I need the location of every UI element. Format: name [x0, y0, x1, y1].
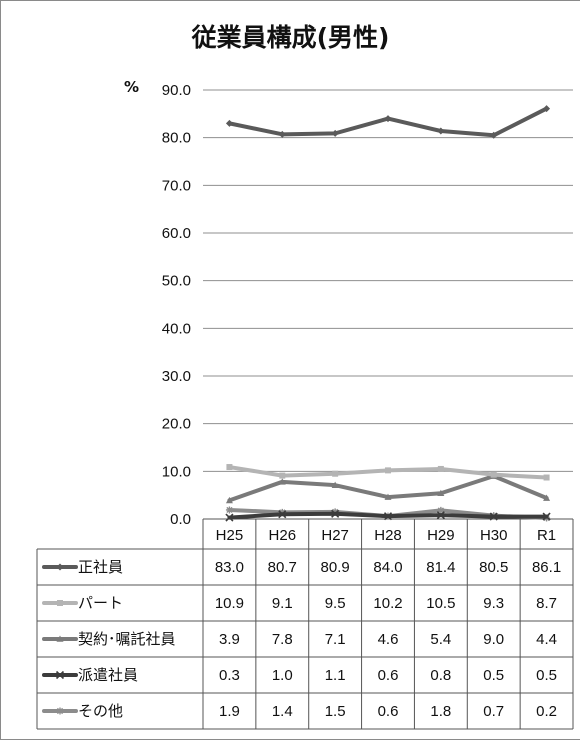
- legend-key-marker-seishain: [56, 563, 64, 571]
- data-label-part-3: 10.2: [373, 595, 402, 612]
- data-label-part-5: 9.3: [483, 595, 504, 612]
- series-name-part: パート: [78, 594, 123, 612]
- series-point-sonota-0: [225, 506, 233, 514]
- series-name-haken: 派遣社員: [78, 666, 138, 684]
- data-label-keiyaku-6: 4.4: [536, 631, 557, 648]
- data-label-haken-3: 0.6: [378, 667, 399, 684]
- data-label-seishain-3: 84.0: [373, 559, 402, 576]
- category-label-h25: H25: [216, 527, 244, 544]
- series-point-keiyaku-2: [331, 481, 339, 488]
- data-label-seishain-1: 80.7: [268, 559, 297, 576]
- series-point-part-1: [279, 472, 286, 479]
- y-tick-label-1: 10.0: [162, 463, 191, 480]
- series-point-seishain-2: [331, 129, 339, 137]
- data-label-part-2: 9.5: [325, 595, 346, 612]
- data-label-haken-4: 0.8: [430, 667, 451, 684]
- series-point-part-2: [332, 470, 339, 477]
- series-point-part-3: [385, 467, 391, 474]
- series-point-haken-3: [383, 512, 393, 521]
- series-point-seishain-0: [225, 119, 233, 127]
- data-label-sonota-6: 0.2: [536, 703, 557, 720]
- data-label-seishain-4: 81.4: [426, 559, 455, 576]
- y-axis-unit-label: %: [124, 78, 140, 96]
- category-label-h30: H30: [480, 527, 508, 544]
- data-label-keiyaku-2: 7.1: [325, 631, 346, 648]
- legend-key-marker-sonota: [56, 707, 64, 715]
- series-point-seishain-1: [278, 130, 286, 138]
- series-point-seishain-5: [490, 131, 498, 139]
- series-point-keiyaku-4: [437, 489, 445, 497]
- series-point-keiyaku-1: [278, 478, 286, 485]
- y-tick-label-3: 30.0: [162, 368, 191, 385]
- data-label-sonota-2: 1.5: [325, 703, 346, 720]
- chart-title: 従業員構成(男性): [191, 23, 390, 52]
- series-point-seishain-6: [543, 105, 551, 113]
- data-label-sonota-4: 1.8: [430, 703, 451, 720]
- series-point-seishain-3: [384, 115, 392, 123]
- legend-key-marker-haken: [55, 670, 65, 680]
- data-label-haken-6: 0.5: [536, 667, 557, 684]
- series-point-part-6: [543, 474, 550, 481]
- data-label-sonota-5: 0.7: [483, 703, 504, 720]
- data-label-seishain-2: 80.9: [321, 559, 350, 576]
- data-label-haken-2: 1.1: [325, 667, 346, 684]
- category-label-h27: H27: [321, 527, 349, 544]
- series-point-haken-4: [436, 511, 445, 520]
- series-point-part-5: [490, 471, 497, 478]
- y-tick-label-6: 60.0: [162, 225, 191, 242]
- data-label-keiyaku-3: 4.6: [378, 631, 399, 648]
- data-label-haken-1: 1.0: [272, 667, 293, 684]
- data-label-part-6: 8.7: [536, 595, 557, 612]
- y-tick-label-9: 90.0: [162, 82, 191, 99]
- series-point-keiyaku-0: [225, 496, 233, 504]
- series-name-keiyaku: 契約･嘱託社員: [78, 630, 176, 648]
- category-label-h26: H26: [269, 527, 297, 544]
- series-name-seishain: 正社員: [78, 558, 123, 576]
- series-point-haken-2: [331, 509, 340, 518]
- y-tick-label-4: 40.0: [162, 320, 191, 337]
- series-point-haken-5: [489, 512, 498, 521]
- series-point-sonota-4: [437, 506, 445, 514]
- series-point-haken-0: [225, 513, 234, 522]
- series-point-keiyaku-3: [384, 493, 392, 500]
- data-label-seishain-0: 83.0: [215, 559, 244, 576]
- data-label-keiyaku-1: 7.8: [272, 631, 293, 648]
- data-label-sonota-1: 1.4: [272, 703, 293, 720]
- data-label-keiyaku-0: 3.9: [219, 631, 240, 648]
- data-label-sonota-3: 0.6: [378, 703, 399, 720]
- category-label-h29: H29: [427, 527, 455, 544]
- data-label-sonota-0: 1.9: [219, 703, 240, 720]
- y-tick-label-7: 70.0: [162, 177, 191, 194]
- category-label-r1: R1: [537, 527, 556, 544]
- category-label-h28: H28: [374, 527, 402, 544]
- y-tick-label-0: 0.0: [170, 511, 191, 528]
- y-tick-label-2: 20.0: [162, 416, 191, 433]
- series-point-seishain-4: [437, 127, 445, 135]
- data-label-part-1: 9.1: [272, 595, 293, 612]
- series-point-part-0: [226, 464, 233, 471]
- data-label-haken-0: 0.3: [219, 667, 240, 684]
- data-label-haken-5: 0.5: [483, 667, 504, 684]
- y-tick-label-8: 80.0: [162, 130, 191, 147]
- legend-key-marker-keiyaku: [56, 635, 64, 642]
- series-point-haken-1: [278, 510, 287, 519]
- series-point-haken-6: [542, 512, 551, 521]
- data-label-seishain-5: 80.5: [479, 559, 508, 576]
- series-point-keiyaku-6: [543, 494, 551, 501]
- series-point-part-4: [437, 465, 444, 472]
- data-label-part-4: 10.5: [426, 595, 455, 612]
- y-tick-label-5: 50.0: [162, 273, 191, 290]
- data-label-keiyaku-5: 9.0: [483, 631, 504, 648]
- data-label-keiyaku-4: 5.4: [430, 631, 451, 648]
- data-label-part-0: 10.9: [215, 595, 244, 612]
- data-label-seishain-6: 86.1: [532, 559, 561, 576]
- legend-key-marker-part: [57, 600, 63, 606]
- series-name-sonota: その他: [78, 702, 123, 720]
